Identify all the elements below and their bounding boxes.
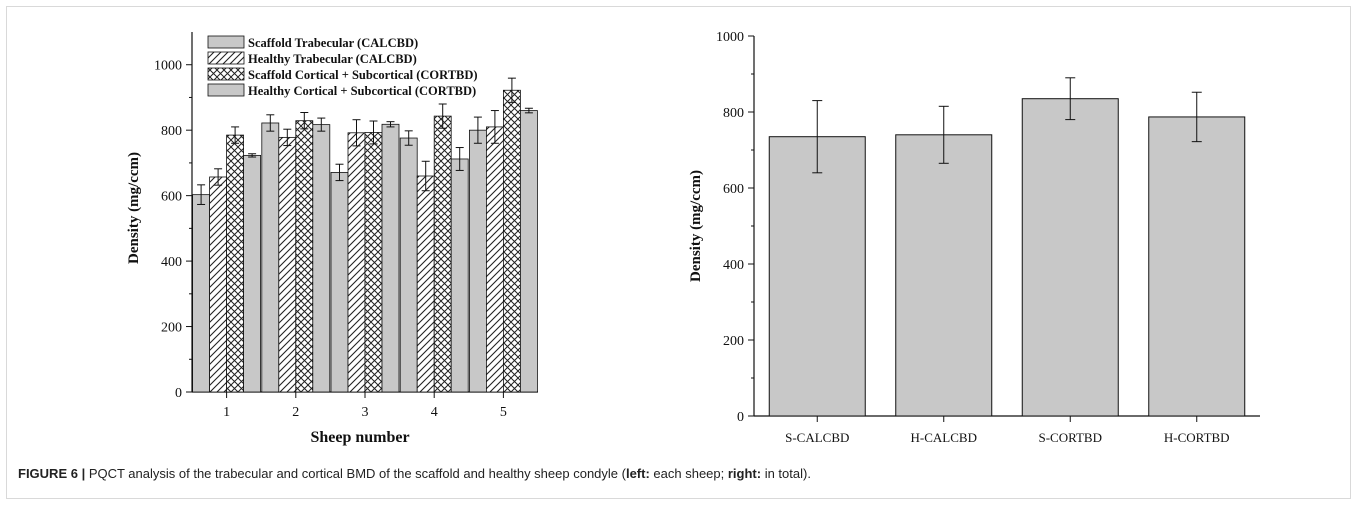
right-y-tick-label: 200	[723, 334, 744, 349]
caption-right-label: right:	[727, 466, 762, 481]
left-bar	[192, 194, 211, 393]
right-bar	[895, 134, 993, 417]
right-y-tick-label: 400	[723, 258, 744, 273]
left-bar	[399, 137, 418, 393]
caption-text-3: in total).	[761, 466, 811, 481]
right-x-tick-label: H-CORTBD	[1164, 430, 1230, 445]
caption-figure-label: FIGURE 6 |	[18, 466, 86, 481]
right-x-tick-label: S-CALCBD	[785, 430, 849, 445]
left-y-tick-label: 200	[161, 321, 182, 336]
right-x-tick-label: H-CALCBD	[911, 430, 977, 445]
left-bar	[226, 134, 245, 393]
left-bar	[450, 158, 469, 393]
left-bar	[347, 132, 366, 393]
left-x-tick-label: 1	[223, 405, 230, 420]
left-bar	[243, 154, 262, 393]
left-y-tick-label: 400	[161, 255, 182, 270]
right-y-axis-label: Density (mg/ccm)	[688, 170, 704, 282]
left-bar	[416, 175, 435, 393]
legend-swatch	[207, 83, 245, 97]
left-bar	[330, 171, 349, 393]
left-x-tick-label: 2	[292, 405, 299, 420]
right-bar	[1021, 98, 1119, 417]
legend-label: Scaffold Trabecular (CALCBD)	[248, 36, 418, 50]
caption-text-2: each sheep;	[649, 466, 728, 481]
left-bar	[364, 132, 383, 393]
right-x-tick-label: S-CORTBD	[1038, 430, 1102, 445]
caption-text-1: PQCT analysis of the trabecular and cort…	[85, 466, 626, 481]
right-bar	[1148, 116, 1246, 417]
right-y-tick-label: 600	[723, 182, 744, 197]
legend-swatch	[207, 35, 245, 49]
left-bar-chart: Density (mg/ccm) Sheep number 0 200 400 600…	[126, 32, 538, 446]
right-y-tick-label: 800	[723, 106, 744, 121]
right-y-tick-label: 0	[737, 410, 744, 425]
left-y-axis-label: Density (mg/ccm)	[126, 152, 142, 264]
left-bar	[433, 115, 452, 393]
legend-label: Healthy Cortical + Subcortical (CORTBD)	[248, 84, 476, 98]
left-bar	[312, 124, 331, 393]
left-y-tick-label: 0	[175, 386, 182, 401]
left-y-tick-label: 600	[161, 190, 182, 205]
legend-label: Healthy Trabecular (CALCBD)	[248, 52, 417, 66]
left-bar	[468, 129, 487, 393]
left-bar	[278, 136, 297, 393]
left-y-tick-label: 800	[161, 124, 182, 139]
legend-swatch	[207, 67, 245, 81]
left-bar	[209, 176, 228, 393]
left-bar	[485, 126, 504, 393]
caption-left-label: left:	[625, 466, 650, 481]
figure-caption: FIGURE 6 | PQCT analysis of the trabecul…	[18, 465, 1338, 483]
left-x-tick-label: 4	[431, 405, 438, 420]
right-y-tick-label: 1000	[716, 30, 744, 45]
legend-swatch	[207, 51, 245, 65]
left-y-tick-label: 1000	[154, 59, 182, 74]
left-bar	[381, 123, 400, 393]
figure-frame	[6, 6, 1351, 499]
left-bar	[520, 110, 538, 393]
right-bar-chart: Density (mg/ccm) 0 200 400 600 800 1000 S-CALC…	[688, 30, 1260, 445]
legend-label: Scaffold Cortical + Subcortical (CORTBD)	[248, 68, 478, 82]
left-bar	[261, 122, 280, 393]
left-x-tick-label: 5	[500, 405, 507, 420]
left-x-tick-label: 3	[362, 405, 369, 420]
right-bar	[768, 136, 866, 417]
left-bar	[295, 120, 314, 393]
left-bar	[502, 89, 521, 393]
left-x-axis-label: Sheep number	[310, 429, 409, 446]
